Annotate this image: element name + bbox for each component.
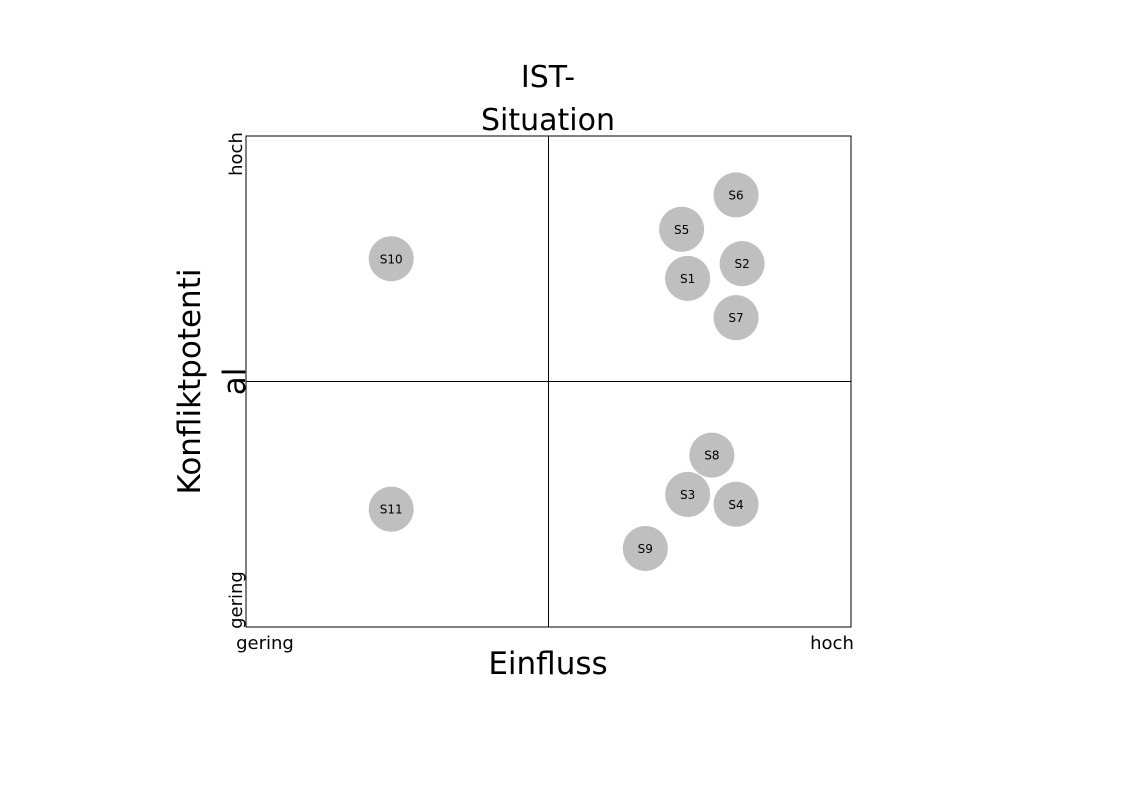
data-point-s9: S9 [622, 525, 668, 571]
y-tick-label-low: gering [226, 571, 247, 629]
chart-title: IST- Situation [481, 60, 615, 138]
data-point-s8: S8 [689, 432, 735, 478]
data-point-s1: S1 [665, 255, 711, 301]
data-point-marker-s8 [689, 432, 735, 478]
y-axis-title-line-1: Konfliktpotenti [172, 269, 208, 495]
data-point-label-s1: S1 [680, 272, 695, 286]
chart-title-line-1: IST- [521, 60, 575, 95]
data-point-marker-s10 [368, 236, 414, 282]
data-point-label-s9: S9 [638, 542, 653, 556]
data-point-label-s3: S3 [680, 488, 695, 502]
data-point-s4: S4 [713, 481, 759, 527]
data-point-s5: S5 [659, 206, 705, 252]
scatter-points: S1 S2 S3 S4 S5 S6 S7 S8 S9 S10 S11 [368, 172, 765, 571]
data-point-marker-s9 [622, 525, 668, 571]
data-point-marker-s2 [719, 241, 765, 287]
data-point-label-s4: S4 [728, 498, 743, 512]
y-tick-label-high: hoch [226, 132, 247, 176]
data-point-label-s5: S5 [674, 223, 689, 237]
data-point-label-s2: S2 [734, 257, 749, 271]
y-axis-title-line-2: al [217, 368, 253, 396]
data-point-s10: S10 [368, 236, 414, 282]
data-point-s6: S6 [713, 172, 759, 218]
data-point-s3: S3 [665, 471, 711, 517]
x-axis-title: Einfluss [488, 646, 607, 682]
data-point-s11: S11 [368, 486, 414, 532]
data-point-label-s7: S7 [728, 311, 743, 325]
data-point-marker-s6 [713, 172, 759, 218]
data-point-s7: S7 [713, 295, 759, 341]
data-point-label-s6: S6 [728, 188, 743, 202]
data-point-marker-s3 [665, 471, 711, 517]
x-tick-label-high: hoch [810, 633, 854, 654]
data-point-label-s10: S10 [380, 252, 403, 266]
data-point-s2: S2 [719, 241, 765, 287]
chart-title-line-2: Situation [481, 103, 615, 138]
data-point-marker-s5 [659, 206, 705, 252]
data-point-marker-s7 [713, 295, 759, 341]
data-point-label-s8: S8 [704, 449, 719, 463]
data-point-label-s11: S11 [380, 503, 403, 517]
data-point-marker-s1 [665, 255, 711, 301]
data-point-marker-s4 [713, 481, 759, 527]
data-point-marker-s11 [368, 486, 414, 532]
x-tick-label-low: gering [236, 633, 294, 654]
